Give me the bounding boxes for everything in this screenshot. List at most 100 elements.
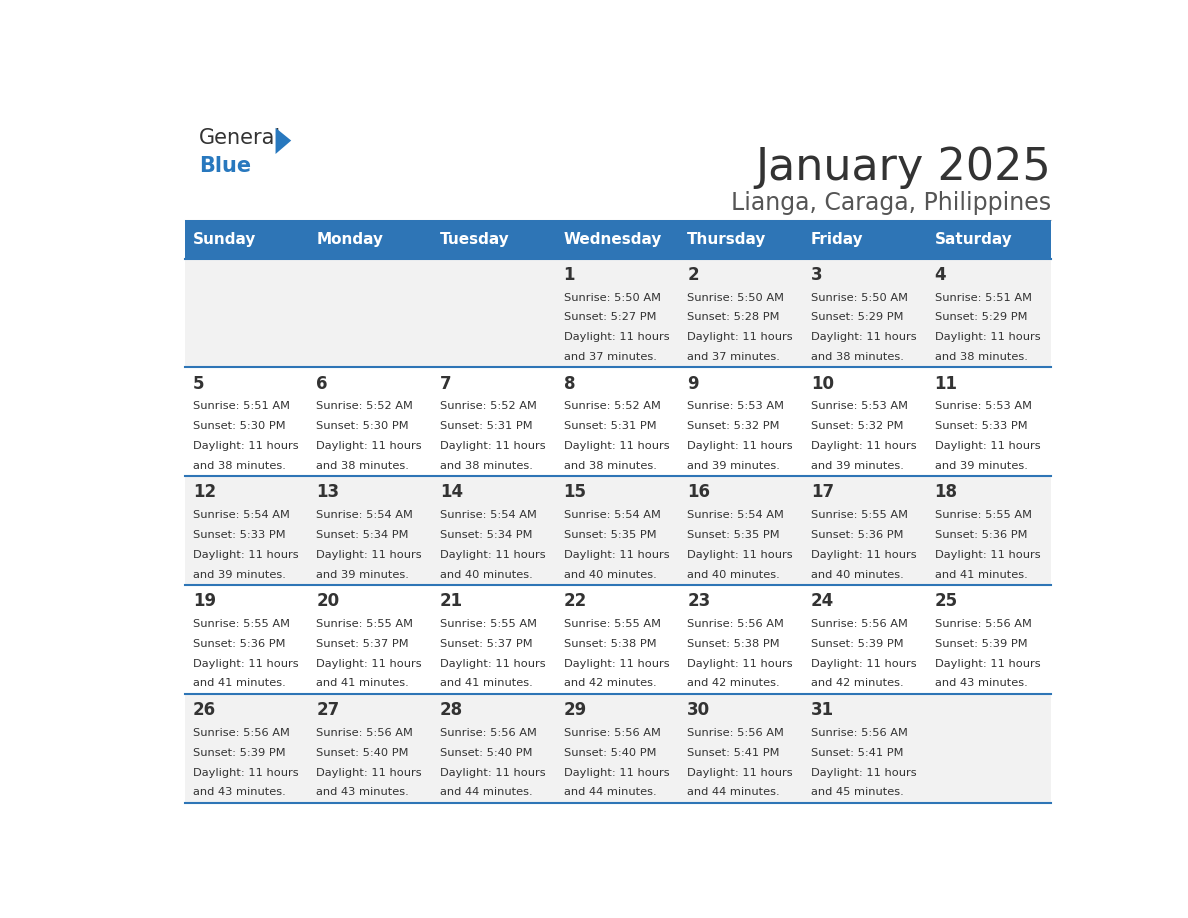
FancyBboxPatch shape	[185, 476, 309, 585]
Text: Sunset: 5:36 PM: Sunset: 5:36 PM	[192, 639, 285, 649]
FancyBboxPatch shape	[185, 259, 309, 367]
Text: Sunset: 5:38 PM: Sunset: 5:38 PM	[688, 639, 779, 649]
Text: Sunset: 5:32 PM: Sunset: 5:32 PM	[811, 421, 903, 431]
Text: Sunset: 5:36 PM: Sunset: 5:36 PM	[811, 530, 903, 540]
Text: 22: 22	[563, 592, 587, 610]
Text: 9: 9	[688, 375, 699, 393]
Text: Sunrise: 5:51 AM: Sunrise: 5:51 AM	[935, 293, 1031, 303]
Text: Sunset: 5:31 PM: Sunset: 5:31 PM	[563, 421, 656, 431]
Text: 2: 2	[688, 265, 699, 284]
Text: Daylight: 11 hours: Daylight: 11 hours	[811, 659, 917, 668]
FancyBboxPatch shape	[680, 259, 803, 367]
Text: Sunrise: 5:54 AM: Sunrise: 5:54 AM	[316, 510, 413, 521]
Text: Sunrise: 5:50 AM: Sunrise: 5:50 AM	[563, 293, 661, 303]
Text: Daylight: 11 hours: Daylight: 11 hours	[316, 550, 422, 560]
Text: Sunrise: 5:56 AM: Sunrise: 5:56 AM	[440, 728, 537, 738]
Text: Daylight: 11 hours: Daylight: 11 hours	[563, 550, 669, 560]
Text: 1: 1	[563, 265, 575, 284]
Text: and 41 minutes.: and 41 minutes.	[316, 678, 409, 688]
Text: Monday: Monday	[316, 231, 384, 247]
FancyBboxPatch shape	[803, 476, 927, 585]
Text: and 42 minutes.: and 42 minutes.	[563, 678, 656, 688]
Text: and 39 minutes.: and 39 minutes.	[688, 461, 781, 471]
FancyBboxPatch shape	[680, 476, 803, 585]
Text: and 41 minutes.: and 41 minutes.	[935, 569, 1028, 579]
FancyBboxPatch shape	[803, 219, 927, 259]
Text: Sunrise: 5:54 AM: Sunrise: 5:54 AM	[563, 510, 661, 521]
Text: Sunset: 5:40 PM: Sunset: 5:40 PM	[563, 748, 656, 757]
FancyBboxPatch shape	[927, 476, 1051, 585]
Text: Sunrise: 5:56 AM: Sunrise: 5:56 AM	[563, 728, 661, 738]
Text: Sunrise: 5:55 AM: Sunrise: 5:55 AM	[811, 510, 908, 521]
FancyBboxPatch shape	[309, 219, 432, 259]
Text: Daylight: 11 hours: Daylight: 11 hours	[316, 767, 422, 778]
Polygon shape	[276, 128, 291, 154]
FancyBboxPatch shape	[556, 219, 680, 259]
FancyBboxPatch shape	[556, 259, 680, 367]
Text: Sunrise: 5:56 AM: Sunrise: 5:56 AM	[688, 728, 784, 738]
Text: Sunrise: 5:56 AM: Sunrise: 5:56 AM	[688, 619, 784, 629]
Text: Sunset: 5:38 PM: Sunset: 5:38 PM	[563, 639, 656, 649]
Text: Daylight: 11 hours: Daylight: 11 hours	[440, 441, 545, 451]
Text: General: General	[200, 128, 282, 148]
Text: Sunset: 5:29 PM: Sunset: 5:29 PM	[935, 312, 1028, 322]
Text: 31: 31	[811, 701, 834, 719]
Text: Sunset: 5:33 PM: Sunset: 5:33 PM	[935, 421, 1028, 431]
Text: Daylight: 11 hours: Daylight: 11 hours	[688, 659, 792, 668]
Text: Sunday: Sunday	[192, 231, 257, 247]
Text: Daylight: 11 hours: Daylight: 11 hours	[811, 441, 917, 451]
FancyBboxPatch shape	[927, 219, 1051, 259]
Text: Daylight: 11 hours: Daylight: 11 hours	[192, 767, 298, 778]
Text: Daylight: 11 hours: Daylight: 11 hours	[440, 659, 545, 668]
Text: Sunset: 5:41 PM: Sunset: 5:41 PM	[811, 748, 903, 757]
Text: Sunrise: 5:53 AM: Sunrise: 5:53 AM	[688, 401, 784, 411]
Text: Daylight: 11 hours: Daylight: 11 hours	[192, 441, 298, 451]
Text: and 40 minutes.: and 40 minutes.	[563, 569, 657, 579]
Text: Daylight: 11 hours: Daylight: 11 hours	[563, 659, 669, 668]
Text: and 42 minutes.: and 42 minutes.	[811, 678, 904, 688]
Text: 26: 26	[192, 701, 216, 719]
Text: 29: 29	[563, 701, 587, 719]
Text: Daylight: 11 hours: Daylight: 11 hours	[688, 767, 792, 778]
Text: Friday: Friday	[811, 231, 864, 247]
Text: Sunrise: 5:56 AM: Sunrise: 5:56 AM	[192, 728, 290, 738]
Text: Sunrise: 5:54 AM: Sunrise: 5:54 AM	[192, 510, 290, 521]
Text: 16: 16	[688, 484, 710, 501]
Text: Sunrise: 5:54 AM: Sunrise: 5:54 AM	[440, 510, 537, 521]
FancyBboxPatch shape	[432, 694, 556, 803]
Text: Sunrise: 5:56 AM: Sunrise: 5:56 AM	[316, 728, 413, 738]
Text: and 40 minutes.: and 40 minutes.	[688, 569, 781, 579]
Text: 25: 25	[935, 592, 958, 610]
Text: Sunset: 5:35 PM: Sunset: 5:35 PM	[563, 530, 656, 540]
FancyBboxPatch shape	[432, 219, 556, 259]
Text: Lianga, Caraga, Philippines: Lianga, Caraga, Philippines	[731, 192, 1051, 216]
FancyBboxPatch shape	[680, 367, 803, 476]
FancyBboxPatch shape	[309, 367, 432, 476]
Text: Sunset: 5:28 PM: Sunset: 5:28 PM	[688, 312, 779, 322]
Text: Daylight: 11 hours: Daylight: 11 hours	[935, 332, 1041, 342]
Text: Daylight: 11 hours: Daylight: 11 hours	[316, 659, 422, 668]
Text: 14: 14	[440, 484, 463, 501]
Text: Sunset: 5:32 PM: Sunset: 5:32 PM	[688, 421, 779, 431]
Text: Daylight: 11 hours: Daylight: 11 hours	[440, 550, 545, 560]
Text: Sunset: 5:34 PM: Sunset: 5:34 PM	[316, 530, 409, 540]
Text: 6: 6	[316, 375, 328, 393]
Text: Sunrise: 5:56 AM: Sunrise: 5:56 AM	[935, 619, 1031, 629]
Text: Sunrise: 5:55 AM: Sunrise: 5:55 AM	[192, 619, 290, 629]
Text: Sunrise: 5:55 AM: Sunrise: 5:55 AM	[563, 619, 661, 629]
Text: and 39 minutes.: and 39 minutes.	[935, 461, 1028, 471]
FancyBboxPatch shape	[309, 694, 432, 803]
FancyBboxPatch shape	[927, 367, 1051, 476]
Text: and 38 minutes.: and 38 minutes.	[316, 461, 409, 471]
Text: 19: 19	[192, 592, 216, 610]
Text: and 39 minutes.: and 39 minutes.	[811, 461, 904, 471]
FancyBboxPatch shape	[185, 694, 309, 803]
Text: Sunset: 5:41 PM: Sunset: 5:41 PM	[688, 748, 779, 757]
Text: 8: 8	[563, 375, 575, 393]
Text: Sunset: 5:27 PM: Sunset: 5:27 PM	[563, 312, 656, 322]
Text: 28: 28	[440, 701, 463, 719]
Text: 4: 4	[935, 265, 946, 284]
Text: Sunset: 5:30 PM: Sunset: 5:30 PM	[192, 421, 285, 431]
Text: January 2025: January 2025	[756, 145, 1051, 188]
FancyBboxPatch shape	[185, 585, 309, 694]
